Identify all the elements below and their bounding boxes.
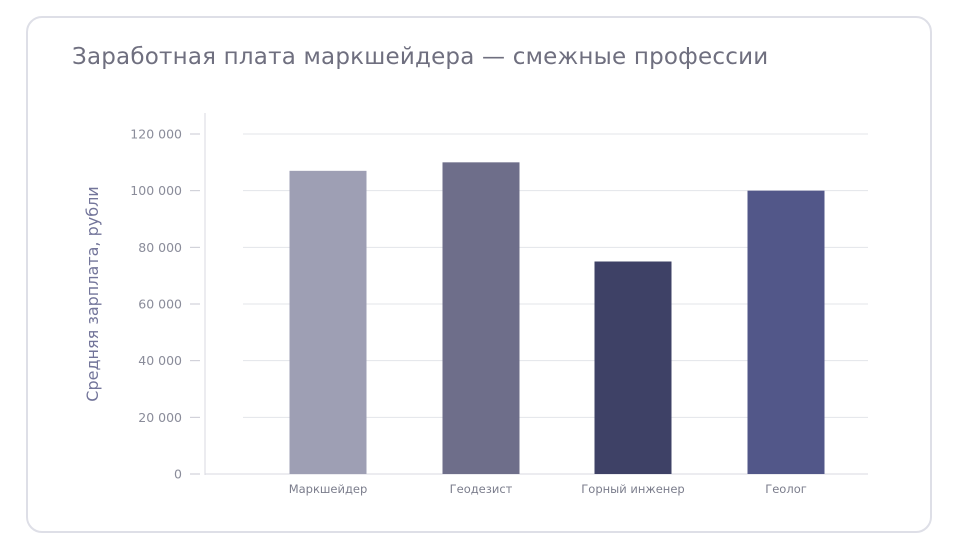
chart-title: Заработная плата маркшейдера — смежные п… [72,44,769,70]
y-tick-label: 60 000 [138,297,182,312]
y-tick-label: 0 [174,467,182,482]
x-axis-labels: Маркшейдер Геодезист Горный инженер Геолог [289,482,807,496]
bar-1 [289,170,367,475]
y-tick-label: 120 000 [130,127,182,142]
x-tick-label: Маркшейдер [289,482,368,496]
bar-4 [747,190,825,474]
y-tick-label: 80 000 [138,240,182,255]
y-tick-label: 100 000 [130,183,182,198]
bar-3 [594,261,672,474]
bar-2 [442,162,520,475]
bars [289,162,825,475]
y-tick-label: 40 000 [138,353,182,368]
x-tick-label: Геодезист [450,482,513,496]
y-axis-label: Средняя зарплата, рубли [83,186,102,401]
y-axis-ticks: 0 20 000 40 000 60 000 80 000 100 000 120 000 [130,127,200,482]
y-tick-label: 20 000 [138,410,182,425]
x-tick-label: Геолог [765,482,807,496]
x-tick-label: Горный инженер [581,482,684,496]
